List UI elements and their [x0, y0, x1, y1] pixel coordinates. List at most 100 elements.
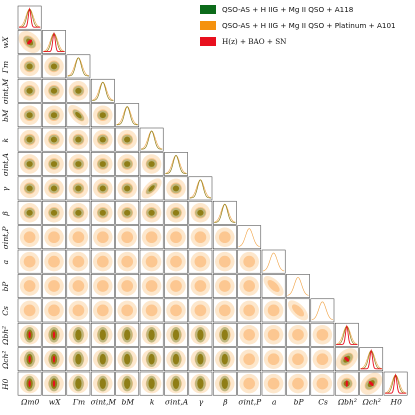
- green-contour-1sigma: [99, 161, 106, 167]
- corner-cell: [286, 274, 310, 298]
- corner-cell: [66, 176, 91, 201]
- orange-contour-1sigma: [218, 231, 231, 244]
- corner-cell: [212, 347, 237, 372]
- green-contour-1sigma: [50, 185, 58, 192]
- orange-contour-1sigma: [145, 255, 158, 268]
- green-contour-1sigma: [197, 329, 204, 341]
- cell-frame: [164, 152, 188, 176]
- corner-cell: [115, 371, 140, 396]
- x-axis-label: Γm: [72, 397, 85, 406]
- corner-cell: [66, 347, 91, 372]
- corner-cell: [188, 176, 213, 201]
- orange-contour-1sigma: [72, 255, 85, 268]
- corner-cell: [42, 200, 66, 225]
- corner-cell: [90, 152, 115, 176]
- corner-cell: [212, 322, 237, 347]
- marginal-curve: [43, 31, 65, 53]
- orange-contour-1sigma: [145, 231, 158, 244]
- orange-contour-1sigma: [23, 280, 36, 292]
- orange-contour-1sigma: [96, 231, 109, 244]
- orange-contour-1sigma: [72, 231, 85, 244]
- corner-cell: [42, 103, 66, 128]
- corner-cell: [115, 249, 140, 274]
- marginal-curve: [360, 348, 382, 370]
- orange-contour-1sigma: [292, 353, 304, 366]
- corner-cell: [115, 127, 140, 152]
- orange-contour-1sigma: [316, 328, 329, 341]
- corner-cell: [90, 322, 115, 347]
- orange-contour-1sigma: [194, 304, 207, 317]
- orange-contour-1sigma: [267, 328, 280, 341]
- orange-contour-1sigma: [121, 231, 134, 244]
- green-contour-1sigma: [75, 111, 82, 119]
- corner-cell: [17, 5, 42, 30]
- green-contour-1sigma: [26, 87, 33, 94]
- orange-contour-1sigma: [267, 377, 280, 390]
- marginal-curve: [19, 7, 41, 28]
- red-contour: [345, 380, 348, 388]
- y-axis-label: bM: [1, 109, 10, 122]
- red-contour: [52, 380, 56, 388]
- orange-contour-1sigma: [121, 304, 134, 317]
- corner-cell: [139, 200, 164, 225]
- green-contour-1sigma: [99, 378, 106, 389]
- orange-contour-1sigma: [291, 304, 305, 317]
- green-contour-1sigma: [148, 353, 155, 365]
- corner-cell: [42, 249, 66, 274]
- orange-contour-1sigma: [72, 280, 85, 292]
- corner-cell: [139, 322, 164, 347]
- corner-cell: [90, 347, 115, 372]
- corner-cell: [42, 371, 66, 396]
- corner-cell: [17, 152, 42, 176]
- green-contour-1sigma: [124, 161, 131, 167]
- corner-cell: [17, 298, 42, 323]
- left-axis-labels: wX Γm σint,M bM k σint,A γ β σint,P a bP Cs Ωbh² Ωch²…: [1, 36, 10, 391]
- red-contour: [344, 356, 350, 362]
- corner-cell: [17, 54, 42, 79]
- green-contour-1sigma: [124, 353, 131, 365]
- y-axis-label: Ωbh²: [1, 326, 10, 346]
- corner-cells: [17, 5, 408, 396]
- y-axis-label: wX: [1, 36, 10, 48]
- corner-cell: [237, 322, 262, 347]
- corner-cell: [115, 225, 140, 250]
- orange-contour-1sigma: [48, 255, 60, 268]
- x-axis-label: a: [272, 397, 276, 406]
- cell-frame: [66, 54, 91, 79]
- orange-contour-1sigma: [96, 280, 109, 292]
- cell-frame: [310, 298, 335, 323]
- orange-contour-1sigma: [218, 255, 231, 268]
- corner-cell: [42, 322, 66, 347]
- x-axis-label: σint,P: [238, 397, 262, 406]
- x-axis-label: γ: [199, 397, 204, 406]
- marginal-curve: [189, 179, 212, 199]
- bottom-axis-labels: Ωm0 wX Γm σint,M bM k σint,A γ β σint,P a bP Cs Ωbh² Ω…: [20, 397, 402, 406]
- corner-cell: [66, 127, 91, 152]
- marginal-curve: [287, 277, 309, 296]
- corner-cell: [188, 200, 213, 225]
- red-contour: [28, 380, 31, 388]
- green-contour-1sigma: [99, 112, 106, 119]
- corner-cell: [42, 298, 66, 323]
- orange-contour-1sigma: [243, 304, 256, 317]
- cell-frame: [383, 371, 408, 396]
- corner-cell: [115, 298, 140, 323]
- orange-contour-1sigma: [121, 280, 134, 292]
- x-axis-label: σint,M: [91, 397, 117, 406]
- corner-cell: [42, 78, 66, 103]
- y-axis-label: σint,M: [1, 78, 10, 104]
- corner-cell: [66, 298, 91, 323]
- corner-cell: [261, 371, 286, 396]
- corner-cell: [17, 371, 42, 396]
- red-contour: [27, 39, 33, 45]
- orange-contour-1sigma: [316, 353, 329, 366]
- corner-cell: [42, 176, 66, 201]
- green-contour-1sigma: [75, 209, 82, 216]
- corner-cell: [115, 176, 140, 201]
- marginal-curve: [92, 81, 114, 101]
- orange-contour-1sigma: [170, 280, 182, 292]
- corner-cell: [237, 249, 262, 274]
- cell-frame: [286, 274, 310, 298]
- corner-cell: [115, 347, 140, 372]
- green-contour-1sigma: [148, 185, 155, 192]
